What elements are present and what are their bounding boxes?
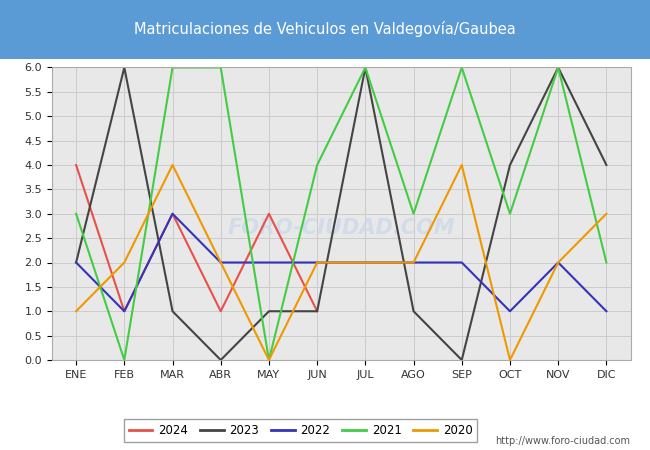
Legend: 2024, 2023, 2022, 2021, 2020: 2024, 2023, 2022, 2021, 2020	[124, 419, 478, 442]
Text: http://www.foro-ciudad.com: http://www.foro-ciudad.com	[495, 436, 630, 446]
Text: Matriculaciones de Vehiculos en Valdegovía/Gaubea: Matriculaciones de Vehiculos en Valdegov…	[134, 21, 516, 37]
Text: FORO-CIUDAD.COM: FORO-CIUDAD.COM	[227, 218, 455, 239]
